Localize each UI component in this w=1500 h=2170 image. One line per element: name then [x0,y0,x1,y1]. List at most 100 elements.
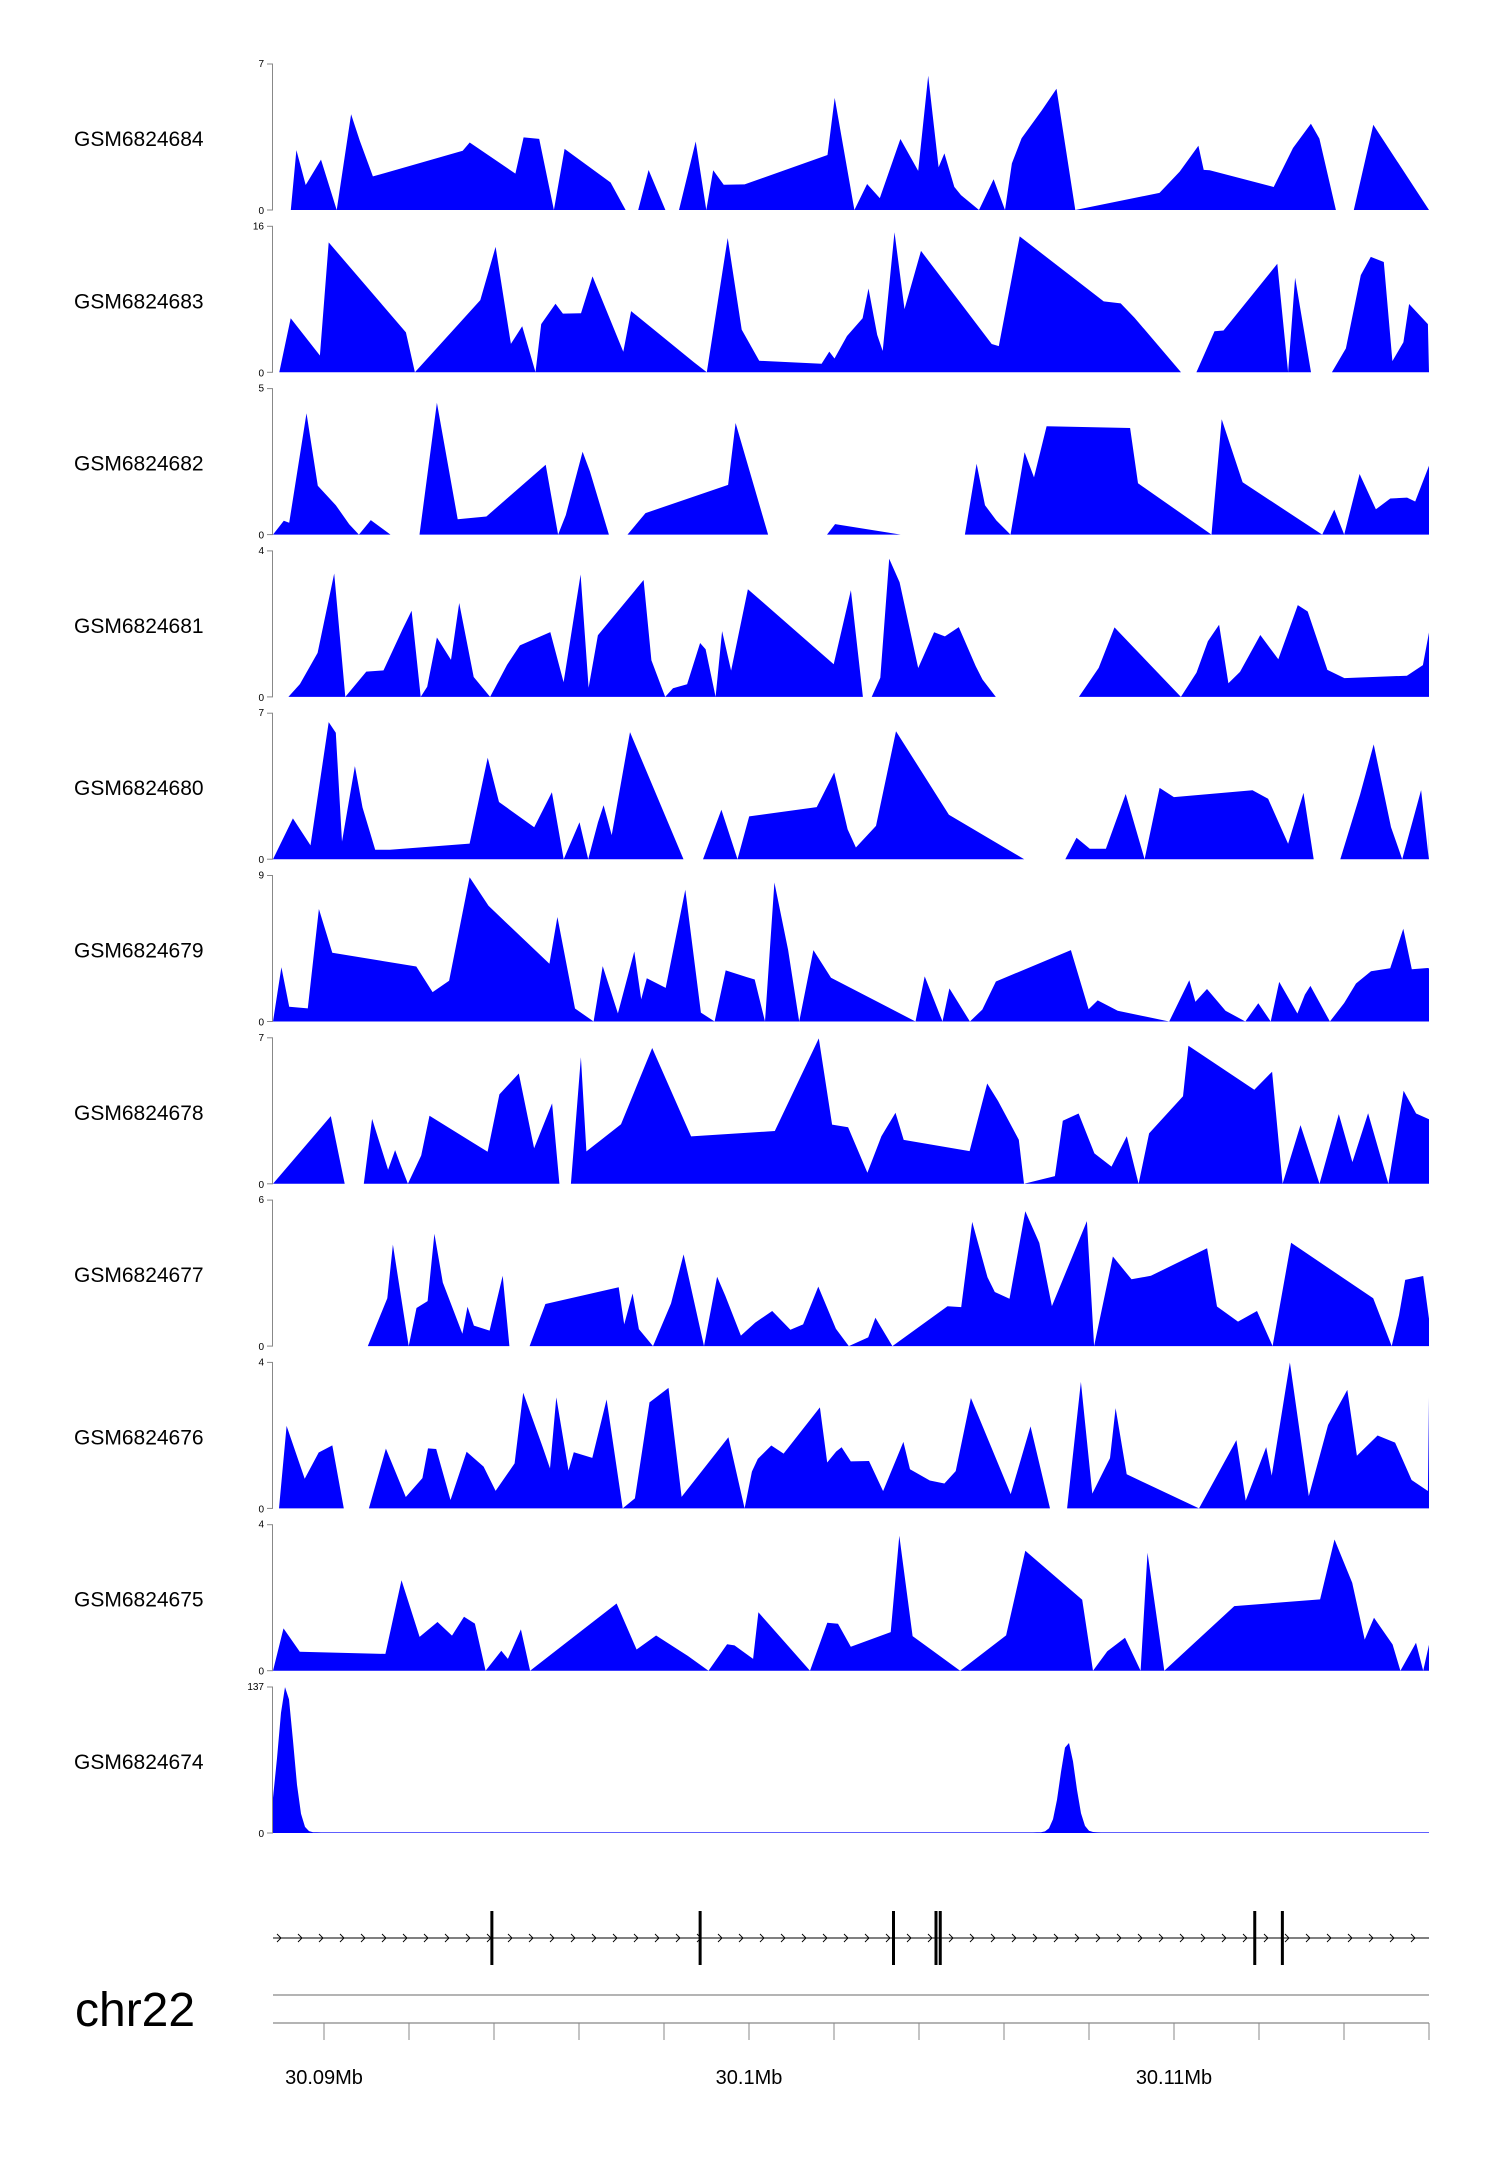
y-axis-min-label: 0 [258,1829,264,1840]
coverage-area [273,1535,1429,1671]
y-axis-min-label: 0 [258,206,264,217]
y-axis-max-label: 4 [258,546,264,557]
track-GSM6824679: GSM6824679 9 0 [74,871,1429,1029]
exon-mark [934,1911,938,1965]
strand-arrow [1347,1933,1353,1943]
exon-mark [892,1911,895,1965]
strand-arrow [1116,1933,1122,1943]
track-GSM6824682: GSM6824682 5 0 [74,384,1429,542]
track-label: GSM6824679 [74,940,204,963]
coverage-area [273,558,1429,697]
strand-arrow [339,1933,345,1943]
strand-arrow [1158,1933,1164,1943]
axis-tick-label: 30.11Mb [1136,2067,1212,2089]
track-GSM6824680: GSM6824680 7 0 [74,708,1429,866]
strand-arrow [864,1933,870,1943]
coverage-tracks: GSM682468470GSM6824683160GSM682468250GSM… [74,59,1429,1840]
strand-arrow [570,1933,576,1943]
strand-arrow [927,1933,933,1943]
coverage-area [273,1211,1429,1347]
strand-arrow [1074,1933,1080,1943]
strand-arrow [318,1933,324,1943]
strand-arrow [1179,1933,1185,1943]
strand-arrow [1032,1933,1038,1943]
strand-arrow [906,1933,912,1943]
coverage-area [273,877,1429,1022]
strand-arrow [885,1933,891,1943]
exon-mark [1253,1911,1257,1965]
coverage-area [273,1362,1429,1509]
y-axis-min-label: 0 [258,693,264,704]
y-axis-max-label: 4 [258,1520,264,1531]
strand-arrow [507,1933,513,1943]
coverage-area [273,402,1429,535]
exon-mark [490,1911,494,1965]
genome-axis: 30.09Mb 30.1Mb 30.11Mb [273,1994,1430,2089]
coverage-area [273,1038,1429,1184]
track-label: GSM6824684 [74,128,204,151]
chromosome-label-group: chr22 [75,1984,195,2037]
y-axis-max-label: 5 [258,384,264,395]
strand-arrow [738,1933,744,1943]
y-axis-max-label: 7 [258,59,264,70]
strand-arrow [654,1933,660,1943]
strand-arrow [1011,1933,1017,1943]
track-GSM6824674: GSM6824674 137 0 [74,1682,1429,1840]
coverage-area [273,1687,1429,1833]
strand-arrow [843,1933,849,1943]
track-GSM6824678: GSM6824678 7 0 [74,1033,1429,1191]
y-axis-min-label: 0 [258,368,264,379]
axis-tick-label: 30.09Mb [285,2067,363,2089]
y-axis-min-label: 0 [258,1342,264,1353]
strand-arrow [1326,1933,1332,1943]
y-axis-max-label: 4 [258,1357,264,1368]
y-axis-max-label: 137 [247,1682,264,1693]
strand-arrow [1263,1933,1269,1943]
strand-arrow [675,1933,681,1943]
strand-arrow [612,1933,618,1943]
exon-mark [698,1911,702,1965]
strand-arrow [1389,1933,1395,1943]
track-label: GSM6824682 [74,453,204,476]
strand-arrow [465,1933,471,1943]
strand-arrow [948,1933,954,1943]
y-axis-min-label: 0 [258,1667,264,1678]
y-axis-max-label: 9 [258,871,264,882]
coverage-area [273,722,1429,860]
strand-arrow [780,1933,786,1943]
strand-arrow [1410,1933,1416,1943]
strand-arrow [1221,1933,1227,1943]
strand-arrow [402,1933,408,1943]
track-label: GSM6824680 [74,777,204,800]
y-axis-max-label: 6 [258,1195,264,1206]
track-label: GSM6824678 [74,1102,204,1125]
track-label: GSM6824675 [74,1589,204,1612]
strand-arrow [1053,1933,1059,1943]
coverage-area [273,232,1429,373]
track-label: GSM6824674 [74,1751,204,1774]
y-axis-min-label: 0 [258,1018,264,1029]
strand-arrow [1368,1933,1374,1943]
strand-arrow [969,1933,975,1943]
track-label: GSM6824681 [74,615,204,638]
track-label: GSM6824676 [74,1426,204,1449]
strand-arrow [759,1933,765,1943]
exon-mark [1280,1911,1284,1965]
strand-arrow [381,1933,387,1943]
y-axis-min-label: 0 [258,1180,264,1191]
strand-arrow [822,1933,828,1943]
strand-arrow [1284,1933,1290,1943]
y-axis-min-label: 0 [258,855,264,866]
strand-arrow [297,1933,303,1943]
track-label: GSM6824677 [74,1264,204,1287]
strand-arrow [1095,1933,1101,1943]
strand-arrow [801,1933,807,1943]
coverage-area [273,75,1429,210]
y-axis-max-label: 7 [258,1033,264,1044]
exon-mark [938,1911,942,1965]
strand-arrow [360,1933,366,1943]
strand-arrow [633,1933,639,1943]
strand-arrow [1200,1933,1206,1943]
track-GSM6824675: GSM6824675 4 0 [74,1520,1429,1678]
